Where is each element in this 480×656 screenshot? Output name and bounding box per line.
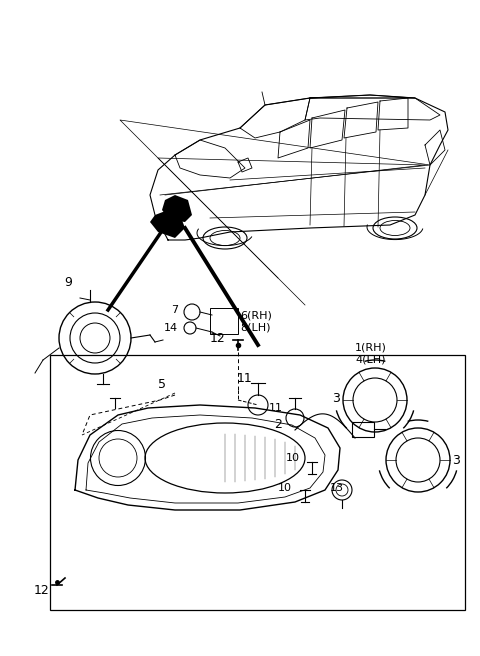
Bar	[210, 308, 238, 334]
Polygon shape	[150, 210, 185, 238]
Text: 3: 3	[452, 453, 460, 466]
Text: 11: 11	[269, 403, 283, 413]
Text: 10: 10	[286, 453, 300, 463]
Text: 13: 13	[330, 483, 344, 493]
Text: 12: 12	[34, 583, 50, 596]
Text: 6(RH): 6(RH)	[240, 311, 272, 321]
Bar	[50, 355, 465, 610]
Text: 5: 5	[158, 379, 166, 392]
Bar	[352, 422, 374, 437]
Polygon shape	[162, 195, 192, 222]
Text: 9: 9	[64, 276, 72, 289]
Text: 14: 14	[164, 323, 178, 333]
Text: 1(RH): 1(RH)	[355, 343, 387, 353]
Text: 3: 3	[332, 392, 340, 405]
Text: 10: 10	[278, 483, 292, 493]
Text: 8(LH): 8(LH)	[240, 323, 271, 333]
Text: 11: 11	[237, 371, 253, 384]
Text: 12: 12	[209, 331, 225, 344]
Text: 4(LH): 4(LH)	[355, 355, 385, 365]
Text: 2: 2	[274, 419, 282, 432]
Text: 7: 7	[171, 305, 178, 315]
